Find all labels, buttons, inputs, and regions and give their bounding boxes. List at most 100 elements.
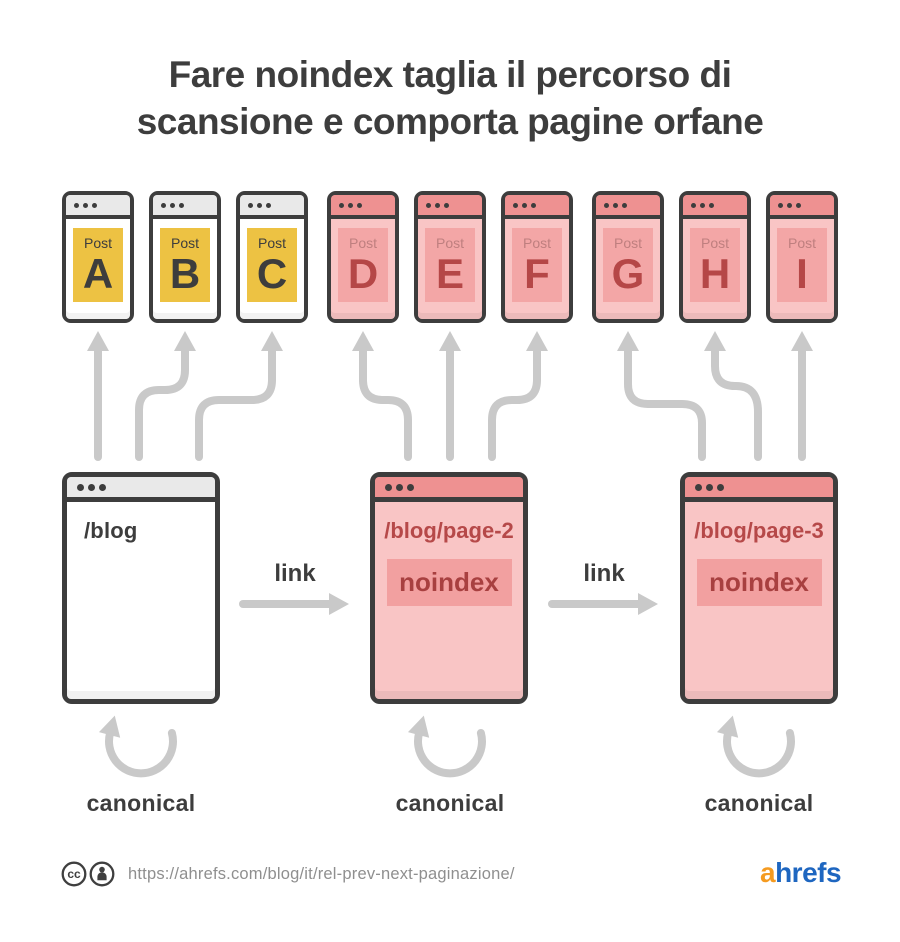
window-dots-icon <box>339 202 362 208</box>
window-body: Post E <box>418 219 482 319</box>
window-titlebar <box>331 195 395 219</box>
post-label: Post <box>787 235 816 252</box>
window-body: Post G <box>596 219 660 319</box>
window-body: Post A <box>66 219 130 319</box>
post-card: Post I <box>777 228 827 302</box>
up-arrow-d <box>352 331 412 461</box>
post-card: Post D <box>338 228 388 302</box>
window-titlebar <box>67 477 215 502</box>
ahrefs-logo-a: a <box>760 857 776 888</box>
ahrefs-logo: ahrefs <box>760 857 842 889</box>
post-card: Post H <box>690 228 740 302</box>
page-title-line1: Fare noindex taglia il percorso di <box>168 54 732 95</box>
window-titlebar <box>505 195 569 219</box>
window-titlebar <box>240 195 304 219</box>
window-titlebar <box>153 195 217 219</box>
post-letter: E <box>435 249 464 297</box>
post-letter: F <box>524 249 550 297</box>
window-url: /blog <box>84 518 138 543</box>
page2-window: /blog/page-2 noindex <box>370 472 528 704</box>
noindex-badge: noindex <box>696 559 822 606</box>
post-label: Post <box>700 235 729 252</box>
post-label: Post <box>348 235 377 252</box>
post-window-a: Post A <box>62 191 134 323</box>
canonical-loop-arrow-3 <box>716 715 795 778</box>
post-letter: A <box>82 249 114 297</box>
post-letter: D <box>347 249 379 297</box>
page-title-line2: scansione e comporta pagine orfane <box>136 100 764 142</box>
window-body: Post C <box>240 219 304 319</box>
canonical-loop-arrow-2 <box>407 715 486 778</box>
window-url: /blog/page-3 <box>694 518 824 543</box>
post-window-e: Post E <box>414 191 486 323</box>
canonical-loop-arrow-1 <box>98 715 177 778</box>
canonical-label-1: canonical <box>86 790 196 816</box>
post-window-b: Post B <box>149 191 221 323</box>
window-dots-icon <box>426 202 449 208</box>
up-arrow-h <box>704 331 762 461</box>
post-window-d: Post D <box>327 191 399 323</box>
window-titlebar <box>375 477 523 502</box>
blog-window: /blog <box>62 472 220 704</box>
post-label: Post <box>170 235 199 252</box>
window-body: Post H <box>683 219 747 319</box>
up-arrow-g <box>617 331 706 461</box>
window-body: /blog/page-3 noindex <box>685 502 833 699</box>
up-arrow-b <box>135 331 196 461</box>
post-label: Post <box>522 235 551 252</box>
window-dots-icon <box>604 202 627 208</box>
post-letter: I <box>796 249 808 297</box>
cc-text: cc <box>67 867 81 881</box>
window-titlebar <box>683 195 747 219</box>
window-titlebar <box>596 195 660 219</box>
window-body: Post I <box>770 219 834 319</box>
post-letter: C <box>256 249 288 297</box>
cc-attribution-icon <box>89 861 115 887</box>
post-card: Post B <box>160 228 210 302</box>
canonical-label-2: canonical <box>395 790 505 816</box>
window-dots-icon <box>74 202 97 208</box>
post-window-f: Post F <box>501 191 573 323</box>
window-body: Post D <box>331 219 395 319</box>
link-label-1: link <box>274 560 316 587</box>
post-card: Post G <box>603 228 653 302</box>
window-dots-icon <box>77 483 106 491</box>
post-window-g: Post G <box>592 191 664 323</box>
window-body: /blog <box>67 502 215 699</box>
window-body: /blog/page-2 noindex <box>375 502 523 699</box>
post-window-c: Post C <box>236 191 308 323</box>
post-letter: H <box>699 249 731 297</box>
up-arrow-c <box>195 331 283 461</box>
post-card: Post C <box>247 228 297 302</box>
canonical-label-3: canonical <box>704 790 814 816</box>
window-dots-icon <box>695 483 724 491</box>
window-titlebar <box>66 195 130 219</box>
post-card: Post E <box>425 228 475 302</box>
ahrefs-logo-hrefs: hrefs <box>775 857 842 888</box>
window-titlebar <box>418 195 482 219</box>
post-window-h: Post H <box>679 191 751 323</box>
post-letter: G <box>611 249 645 297</box>
post-label: Post <box>257 235 286 252</box>
window-dots-icon <box>161 202 184 208</box>
window-dots-icon <box>513 202 536 208</box>
post-label: Post <box>435 235 464 252</box>
post-window-i: Post I <box>766 191 838 323</box>
window-titlebar <box>770 195 834 219</box>
window-titlebar <box>685 477 833 502</box>
cc-license-icon: cc <box>61 861 87 887</box>
page-title: Fare noindex taglia il percorso di scans… <box>0 52 900 145</box>
post-letter: B <box>169 249 201 297</box>
window-body: Post B <box>153 219 217 319</box>
window-url: /blog/page-2 <box>384 518 514 543</box>
page3-window: /blog/page-3 noindex <box>680 472 838 704</box>
link-label-2: link <box>583 560 625 587</box>
window-dots-icon <box>691 202 714 208</box>
noindex-badge: noindex <box>386 559 512 606</box>
window-dots-icon <box>778 202 801 208</box>
post-label: Post <box>613 235 642 252</box>
window-body: Post F <box>505 219 569 319</box>
up-arrow-f <box>488 331 548 461</box>
window-dots-icon <box>385 483 414 491</box>
